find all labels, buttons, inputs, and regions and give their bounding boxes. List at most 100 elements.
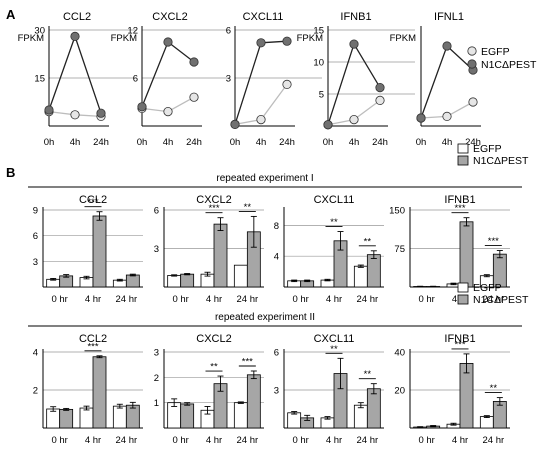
bar-chart-cxcl11: CXCL11 4 8 0 hr 4 hr 24 hr ** ** [274, 194, 384, 305]
data-point [442, 111, 452, 122]
data-point [282, 36, 292, 46]
y-tick-label: 3 [154, 244, 159, 255]
x-tick-label: 0h [137, 137, 148, 148]
bar-chart-cxcl11: CXCL11 3 6 0 hr 4 hr 24 hr ** ** [274, 333, 384, 446]
y-tick-label: 4 [33, 348, 38, 359]
bar-n1c [92, 215, 107, 288]
chart-title: IFNB1 [444, 333, 475, 345]
x-tick-label: 0h [323, 137, 334, 148]
y-tick-label: 6 [274, 348, 279, 359]
bar-egfp [287, 412, 302, 429]
data-point [44, 105, 54, 115]
experiment-block-1: repeated experiment IEGFPN1CΔPESTCCL2369… [28, 143, 529, 305]
legend-marker [467, 46, 477, 56]
y-tick-label: 15 [313, 26, 324, 37]
x-tick-label: 0h [44, 137, 55, 148]
y-axis-label: FPKM [111, 33, 137, 44]
bar-n1c [180, 403, 195, 429]
bar-n1c [246, 374, 261, 429]
x-tick-label: 24h [465, 137, 481, 148]
legend-marker [467, 59, 477, 69]
x-tick-label: 0 hr [51, 294, 67, 305]
data-point [137, 102, 147, 112]
legend-label: EGFP [481, 46, 510, 58]
chart-title: IFNL1 [434, 11, 464, 23]
bar-n1c [92, 356, 107, 429]
series-line-n1c [48, 34, 102, 114]
experiment-label: repeated experiment I [216, 173, 313, 184]
bar-n1c [459, 221, 474, 288]
series-line-n1c [141, 40, 195, 108]
chart-title: CXCL11 [314, 333, 355, 345]
y-tick-label: 2 [33, 386, 38, 397]
y-tick-label: 4 [274, 252, 279, 263]
data-point [189, 57, 199, 67]
line-chart-ifnl1: IFNL1 FPKM 0h 4h 24h [390, 11, 481, 148]
significance-label: *** [488, 236, 499, 247]
experiment-label: repeated experiment II [215, 312, 315, 323]
y-tick-label: 2 [154, 373, 159, 384]
x-tick-label: 24 hr [237, 435, 259, 446]
significance-label: ** [330, 217, 338, 228]
bar-n1c [59, 408, 74, 429]
x-tick-label: 24h [279, 137, 295, 148]
significance-label: *** [454, 203, 465, 214]
x-tick-label: 24 hr [483, 294, 505, 305]
legend-label: N1CΔPEST [481, 59, 537, 71]
y-tick-label: 5 [319, 90, 324, 101]
significance-label: *** [242, 357, 253, 368]
y-tick-label: 15 [34, 74, 45, 85]
data-point [468, 97, 478, 107]
x-tick-label: 4 hr [206, 294, 222, 305]
significance-label: ** [364, 369, 372, 380]
x-tick-label: 24 hr [357, 435, 379, 446]
y-tick-label: 40 [394, 348, 405, 359]
y-tick-label: 150 [389, 206, 405, 217]
chart-title: CCL2 [79, 194, 107, 206]
y-tick-label: 3 [154, 348, 159, 359]
significance-label: ** [244, 202, 252, 213]
significance-label: *** [454, 339, 465, 350]
significance-label: *** [208, 203, 219, 214]
x-tick-label: 0 hr [418, 294, 434, 305]
legend-swatch [457, 294, 469, 305]
y-tick-label: 3 [226, 74, 231, 85]
bar-egfp [353, 404, 368, 429]
legend-swatch [457, 143, 469, 154]
y-tick-label: 6 [154, 206, 159, 217]
legend-swatch [457, 282, 469, 293]
series-line-n1c [420, 44, 474, 119]
series-line-n1c [327, 42, 381, 125]
data-point [163, 107, 173, 117]
significance-label: *** [87, 197, 98, 208]
data-point [70, 31, 80, 42]
significance-label: *** [87, 341, 98, 352]
x-tick-label: 4h [349, 137, 360, 148]
bar-n1c [213, 223, 228, 288]
x-tick-label: 0h [230, 137, 241, 148]
x-tick-label: 24 hr [483, 435, 505, 446]
bar-egfp [167, 275, 182, 288]
chart-title: CXCL11 [314, 194, 355, 206]
data-point [416, 113, 426, 123]
y-axis-label: FPKM [390, 33, 416, 44]
data-point [189, 92, 199, 102]
bar-egfp [233, 264, 248, 288]
x-tick-label: 4h [70, 137, 81, 148]
chart-title: CXCL2 [152, 11, 187, 23]
y-tick-label: 9 [33, 206, 38, 217]
y-tick-label: 6 [133, 74, 138, 85]
bar-egfp [353, 265, 368, 288]
x-tick-label: 0 hr [51, 435, 67, 446]
chart-title: CCL2 [63, 11, 91, 23]
y-tick-label: 6 [226, 26, 231, 37]
y-axis-label: FPKM [297, 33, 323, 44]
chart-title: CXCL2 [196, 333, 231, 345]
x-tick-label: 4 hr [85, 435, 101, 446]
x-tick-label: 24 hr [116, 294, 138, 305]
chart-title: IFNB1 [340, 11, 371, 23]
x-tick-label: 24h [93, 137, 109, 148]
panel-b: repeated experiment IEGFPN1CΔPESTCCL2369… [28, 143, 529, 446]
